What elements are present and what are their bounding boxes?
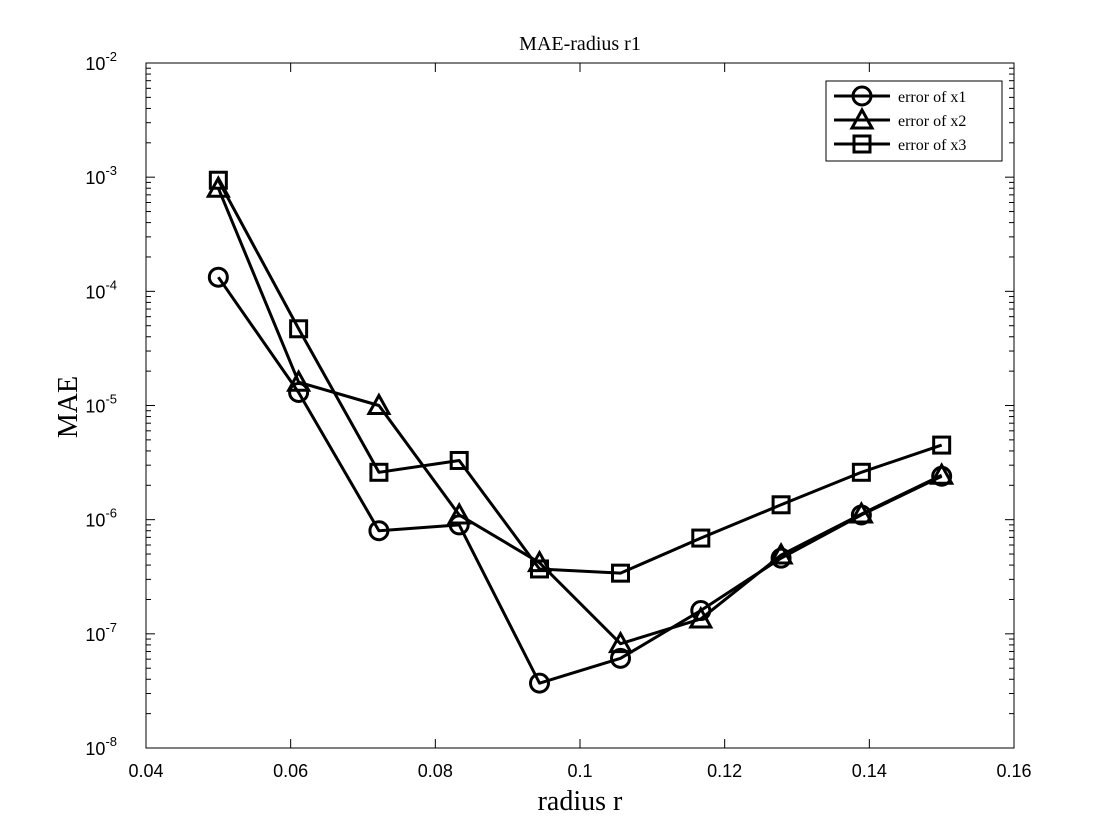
y-tick-label: 10-2 — [85, 49, 117, 74]
series-3-point — [771, 495, 791, 515]
series-2-point — [848, 500, 874, 524]
series-1-point — [610, 647, 632, 669]
series-1-line — [217, 276, 943, 685]
y-tick-label-exponent: -8 — [105, 734, 117, 749]
legend-label: error of x2 — [898, 113, 966, 130]
series-3-point — [851, 462, 871, 482]
y-tick-label: 10-3 — [85, 163, 117, 188]
legend-marker — [849, 106, 875, 130]
y-tick-label: 10-6 — [85, 506, 117, 531]
y-tick-label: 10-8 — [85, 734, 117, 759]
series-1-point — [528, 672, 550, 694]
y-tick-label-base: 10 — [85, 625, 105, 645]
series-2-point — [607, 630, 634, 654]
x-tick-label: 0.16 — [996, 761, 1031, 781]
x-tick-label: 0.14 — [852, 761, 887, 781]
legend-marker — [852, 134, 872, 154]
y-axis-label: MAE — [53, 376, 84, 438]
series-3 — [208, 170, 952, 583]
series-3-point — [691, 528, 711, 548]
legend-marker — [851, 85, 873, 107]
y-tick-label-exponent: -7 — [105, 620, 117, 635]
y-tick-label-base: 10 — [85, 168, 105, 188]
x-tick-label: 0.12 — [707, 761, 742, 781]
y-tick-label-base: 10 — [85, 397, 105, 417]
series-2-point — [929, 462, 955, 485]
y-tick-label: 10-4 — [85, 277, 117, 302]
x-axis-ticks: 0.04 0.06 0.08 0.1 0.12 0.14 0.16 — [128, 63, 1032, 781]
y-tick-label-base: 10 — [85, 282, 105, 302]
series-3-point — [369, 462, 389, 482]
series-3-point — [932, 435, 952, 455]
series-2-point — [768, 541, 794, 565]
y-tick-label-base: 10 — [85, 54, 105, 74]
x-axis-label: radius r — [538, 786, 623, 817]
x-tick-label: 0.08 — [418, 761, 453, 781]
y-tick-label-base: 10 — [85, 739, 105, 759]
legend-label: error of x3 — [898, 137, 966, 154]
y-tick-label-base: 10 — [85, 511, 105, 531]
series-2-point — [446, 501, 472, 525]
series-2-point — [286, 369, 312, 392]
series-1-point — [368, 520, 390, 542]
series-3-point — [529, 559, 549, 579]
x-tick-label: 0.1 — [567, 761, 592, 781]
legend-label: error of x1 — [898, 89, 966, 106]
y-tick-label: 10-5 — [85, 392, 117, 417]
plot-area — [145, 62, 1015, 749]
series-3-point — [208, 170, 228, 190]
x-tick-label: 0.04 — [128, 761, 163, 781]
x-tick-label: 0.06 — [273, 761, 308, 781]
series-2-point — [688, 605, 714, 629]
y-tick-label-exponent: -3 — [105, 163, 117, 178]
y-tick-label-exponent: -4 — [105, 277, 117, 292]
y-tick-label-exponent: -6 — [105, 506, 117, 521]
series-1-point — [207, 266, 229, 288]
legend: error of x1 error of x2 error of x3 — [825, 80, 1003, 162]
chart-title: MAE-radius r1 — [519, 33, 641, 55]
series-1 — [207, 266, 953, 694]
series-3-point — [449, 450, 469, 470]
y-axis-ticks: 10-810-710-610-510-410-310-2 — [85, 49, 1014, 759]
series-3-point — [611, 563, 631, 583]
series-3-line — [217, 179, 943, 575]
y-tick-label-exponent: -5 — [105, 392, 117, 407]
series-2-line — [216, 187, 943, 646]
y-tick-label-exponent: -2 — [105, 49, 117, 64]
series-layer — [205, 170, 955, 694]
y-tick-label: 10-7 — [85, 620, 117, 645]
series-3-point — [289, 319, 309, 339]
series-2-point — [366, 392, 392, 415]
